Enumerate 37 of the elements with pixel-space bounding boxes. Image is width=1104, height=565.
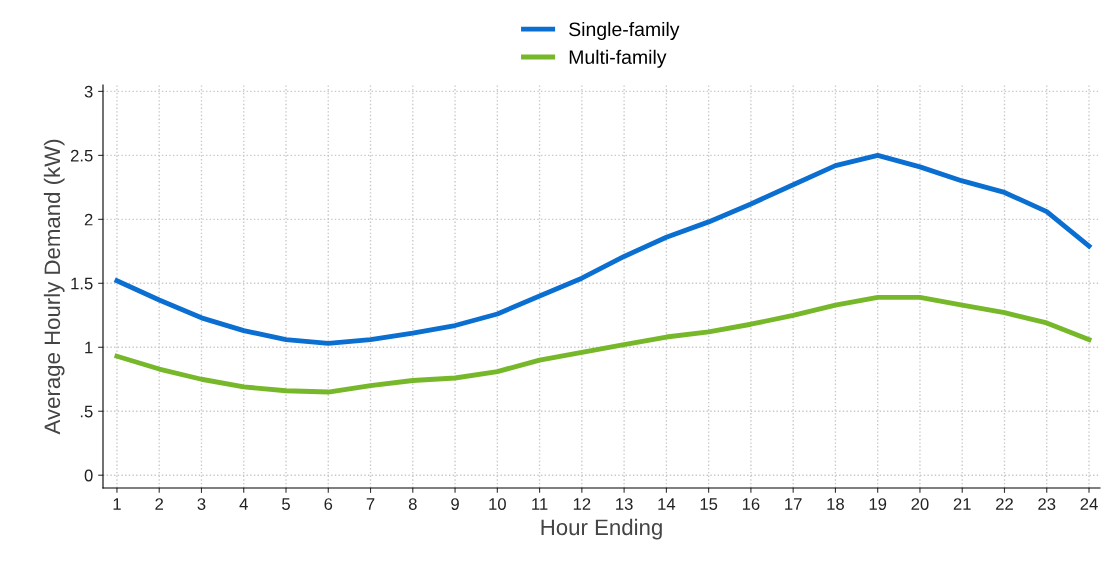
legend-label: Single-family — [569, 21, 680, 41]
x-tick-label: 12 — [573, 498, 591, 510]
y-tick-label: .5 — [80, 405, 93, 418]
y-tick-label: 2.5 — [70, 149, 93, 162]
line-series — [114, 294, 1092, 395]
x-tick-label: 4 — [239, 498, 248, 510]
x-tick-label: 5 — [282, 498, 290, 510]
x-tick-label: 7 — [366, 498, 375, 510]
x-tick-label: 20 — [911, 498, 929, 510]
x-tick-label: 19 — [869, 498, 887, 510]
x-tick-label: 17 — [785, 498, 802, 510]
x-tick-label: 24 — [1080, 498, 1098, 510]
x-tick-label: 10 — [489, 498, 506, 510]
legend-label: Multi-family — [569, 49, 667, 68]
x-tick-label: 23 — [1038, 498, 1056, 510]
x-tick-label: 1 — [113, 498, 121, 510]
x-axis-title: Hour Ending — [541, 518, 662, 540]
x-tick-label: 18 — [827, 498, 844, 510]
x-tick-label: 21 — [953, 498, 971, 510]
x-tick-label: 14 — [658, 498, 676, 510]
x-tick-label: 6 — [324, 498, 333, 510]
y-tick-label: 3 — [84, 85, 93, 98]
x-tick-label: 16 — [742, 498, 760, 510]
x-tick-label: 2 — [155, 498, 164, 510]
y-tick-label: 1 — [85, 341, 93, 354]
x-tick-label: 15 — [700, 498, 718, 510]
x-tick-label: 11 — [532, 498, 548, 510]
y-tick-label: 0 — [84, 469, 93, 482]
x-tick-label: 3 — [197, 498, 206, 510]
line-series — [114, 152, 1092, 346]
x-tick-label: 8 — [408, 498, 417, 510]
y-tick-label: 1.5 — [71, 277, 93, 290]
x-tick-label: 9 — [451, 498, 459, 510]
x-tick-label: 13 — [616, 498, 633, 510]
y-tick-label: 2 — [84, 213, 93, 226]
x-tick-label: 22 — [996, 498, 1013, 510]
y-axis-title: Average Hourly Demand (kW) — [43, 139, 65, 435]
